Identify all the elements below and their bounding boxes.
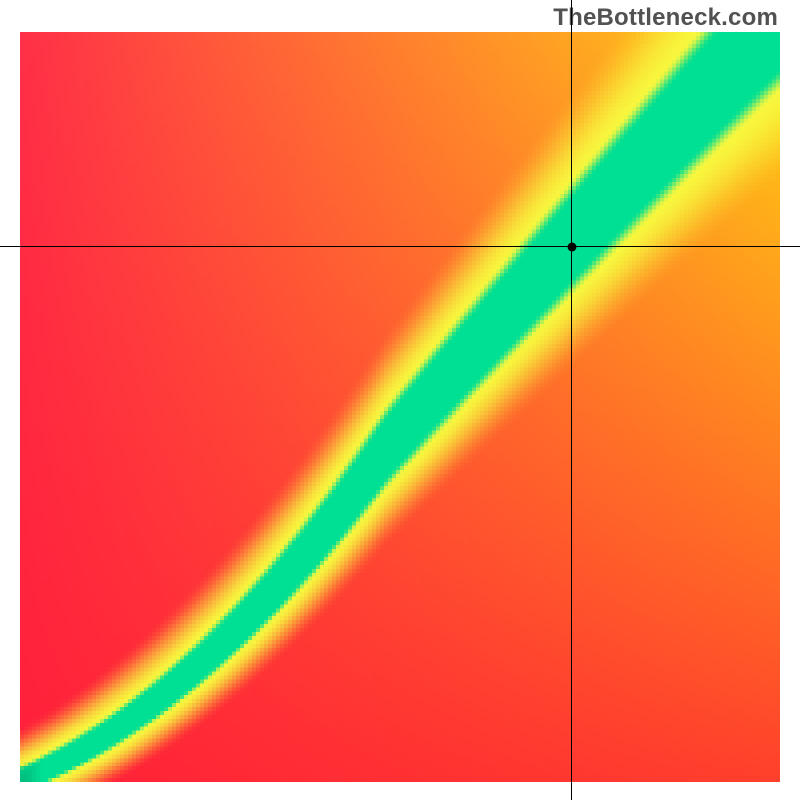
heatmap-plot xyxy=(20,32,780,782)
watermark-text: TheBottleneck.com xyxy=(553,4,778,32)
crosshair-horizontal xyxy=(0,246,800,247)
crosshair-vertical xyxy=(571,0,572,800)
heatmap-canvas xyxy=(20,32,780,782)
chart-container: TheBottleneck.com xyxy=(0,0,800,800)
data-point-marker xyxy=(567,242,576,251)
